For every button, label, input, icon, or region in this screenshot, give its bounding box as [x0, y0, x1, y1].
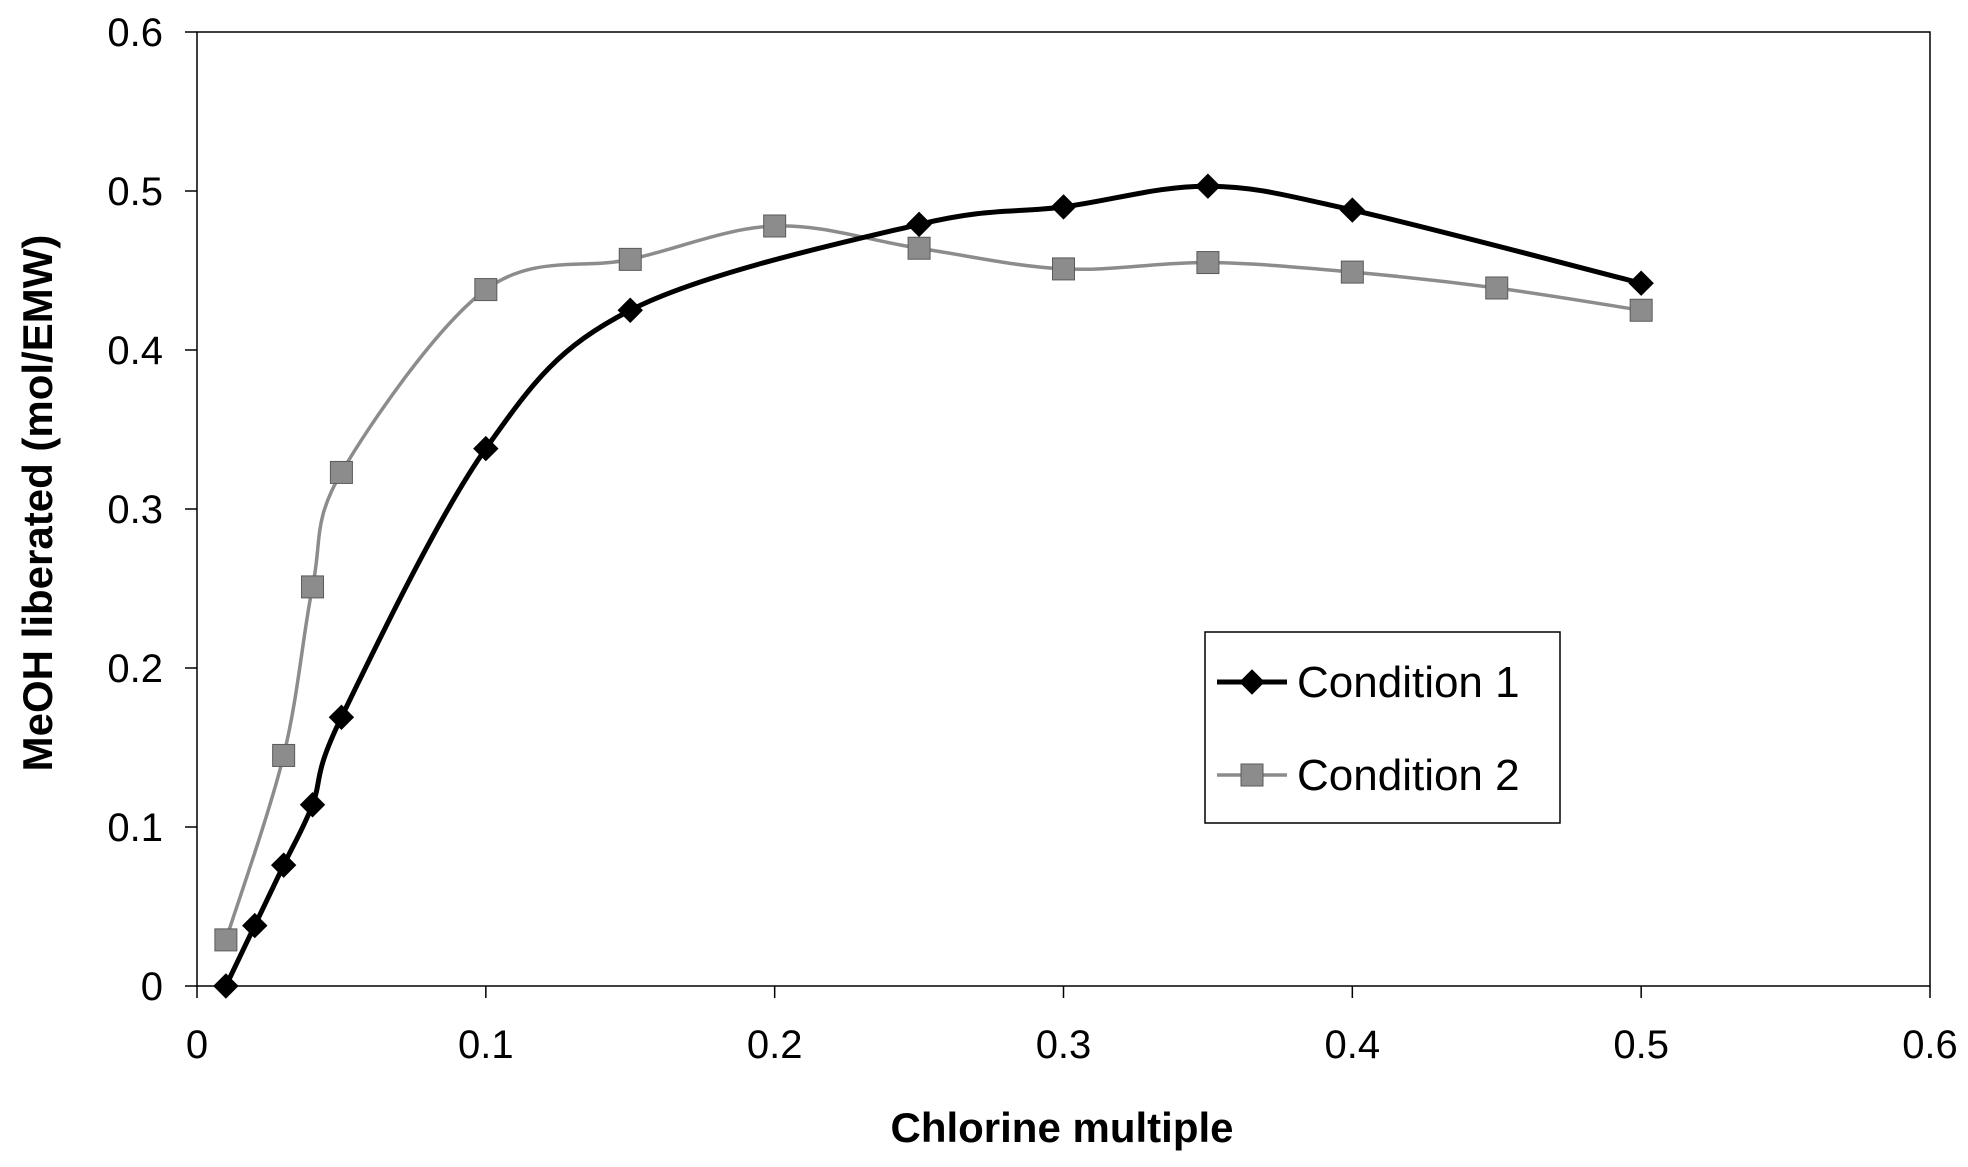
data-point — [214, 928, 238, 952]
data-point — [272, 743, 296, 767]
data-point — [1050, 194, 1077, 220]
legend-entry: Condition 2 — [1217, 751, 1520, 800]
data-point — [329, 460, 353, 484]
x-tick-label: 0.2 — [747, 1023, 803, 1067]
data-point — [242, 912, 268, 939]
legend-label: Condition 1 — [1297, 658, 1520, 707]
x-tick-label: 0.3 — [1036, 1023, 1092, 1067]
series-2 — [214, 214, 1653, 952]
plot-area — [196, 31, 1931, 987]
x-axis-title: Chlorine multiple — [890, 1104, 1233, 1151]
data-point — [1195, 173, 1221, 199]
series-layer — [213, 173, 1654, 999]
data-point — [763, 214, 787, 238]
plot-frame — [196, 31, 1931, 987]
x-tick-label: 0.6 — [1902, 1023, 1958, 1067]
data-point — [1628, 270, 1654, 296]
data-point — [906, 211, 932, 238]
data-point — [618, 247, 642, 271]
data-point — [299, 792, 326, 818]
data-point — [301, 575, 325, 599]
series-line — [223, 183, 1642, 988]
legend: Condition 1 Condition 2 — [1204, 631, 1561, 824]
y-tick-label: 0.1 — [107, 806, 163, 850]
data-point — [1052, 257, 1075, 281]
legend-label: Condition 2 — [1297, 751, 1520, 800]
data-point — [1339, 197, 1366, 223]
y-tick-label: 0.2 — [107, 647, 163, 691]
y-tick-label: 0.6 — [107, 11, 163, 55]
y-axis-title: MeOH liberated (mol/EMW) — [14, 235, 61, 772]
y-tick-label: 0.5 — [107, 170, 163, 214]
data-point — [474, 278, 498, 302]
y-axis: 0 0.1 0.2 0.3 0.4 0.5 0.6 — [107, 11, 197, 1009]
legend-swatch-marker — [1239, 669, 1265, 695]
data-point — [1340, 260, 1364, 284]
x-tick-label: 0.1 — [458, 1023, 514, 1067]
data-point — [270, 852, 297, 878]
legend-entry: Condition 1 — [1217, 658, 1520, 707]
y-tick-label: 0.4 — [107, 329, 163, 373]
x-axis: 0 0.1 0.2 0.3 0.4 0.5 0.6 — [186, 986, 1958, 1067]
data-point — [213, 973, 239, 999]
data-point — [473, 435, 499, 462]
legend-box — [1204, 631, 1561, 824]
data-point — [328, 704, 355, 730]
data-point — [907, 236, 931, 260]
data-point — [1485, 276, 1509, 300]
series-line — [224, 224, 1642, 941]
x-tick-label: 0.5 — [1613, 1023, 1669, 1067]
data-point — [617, 297, 643, 323]
data-point — [1629, 298, 1653, 322]
series-1 — [213, 173, 1654, 999]
legend-swatch-marker — [1240, 763, 1264, 787]
x-tick-label: 0 — [186, 1023, 208, 1067]
y-tick-label: 0 — [141, 965, 163, 1009]
data-point — [1196, 251, 1220, 275]
x-tick-label: 0.4 — [1325, 1023, 1381, 1067]
y-tick-label: 0.3 — [107, 488, 163, 532]
